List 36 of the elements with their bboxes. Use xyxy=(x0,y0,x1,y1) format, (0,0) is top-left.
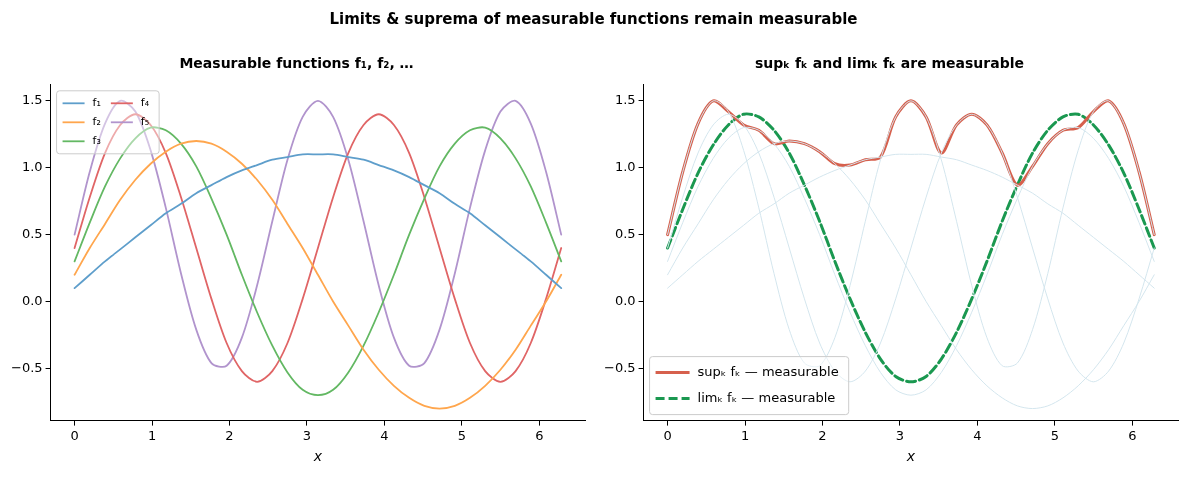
x-axis-title: x xyxy=(905,448,916,465)
x-tick-label: 2 xyxy=(818,427,827,443)
y-tick-label: 1.5 xyxy=(614,92,636,108)
chart-title: Measurable functions f₁, f₂, … xyxy=(179,55,414,72)
legend-label: f₂ xyxy=(92,115,101,129)
y-tick-label: 0.5 xyxy=(21,226,43,242)
legend-label: f₄ xyxy=(140,96,150,110)
legend-label: supₖ fₖ — measurable xyxy=(697,363,839,379)
x-tick-label: 6 xyxy=(1128,427,1137,443)
x-axis-title: x xyxy=(312,448,323,465)
y-tick-label: 1.0 xyxy=(614,159,636,175)
x-tick-label: 5 xyxy=(457,427,466,443)
legend-label: f₃ xyxy=(92,134,101,148)
x-tick-label: 0 xyxy=(663,427,672,443)
legend-label: limₖ fₖ — measurable xyxy=(697,389,836,405)
x-tick-label: 4 xyxy=(380,427,389,443)
x-tick-label: 3 xyxy=(302,427,312,443)
y-tick-label: −0.5 xyxy=(10,359,43,375)
y-tick-label: 0.0 xyxy=(614,292,636,308)
x-tick-label: 3 xyxy=(895,427,905,443)
legend-label: f₁ xyxy=(92,96,101,110)
x-tick-label: 0 xyxy=(70,427,79,443)
x-tick-label: 1 xyxy=(740,427,750,443)
legend-label: f₅ xyxy=(140,115,150,129)
y-tick-label: −0.5 xyxy=(603,359,636,375)
x-tick-label: 2 xyxy=(225,427,234,443)
x-tick-label: 1 xyxy=(147,427,157,443)
y-tick-label: 0.0 xyxy=(21,292,43,308)
y-tick-label: 0.5 xyxy=(614,226,636,242)
text: Limits & suprema of measurable functions remain measurable xyxy=(328,10,859,28)
x-tick-label: 6 xyxy=(535,427,544,443)
chart-title: supₖ fₖ and limₖ fₖ are measurable xyxy=(754,55,1025,72)
x-tick-label: 5 xyxy=(1050,427,1059,443)
y-tick-label: 1.5 xyxy=(21,92,43,108)
y-tick-label: 1.0 xyxy=(21,159,43,175)
x-tick-label: 4 xyxy=(973,427,982,443)
